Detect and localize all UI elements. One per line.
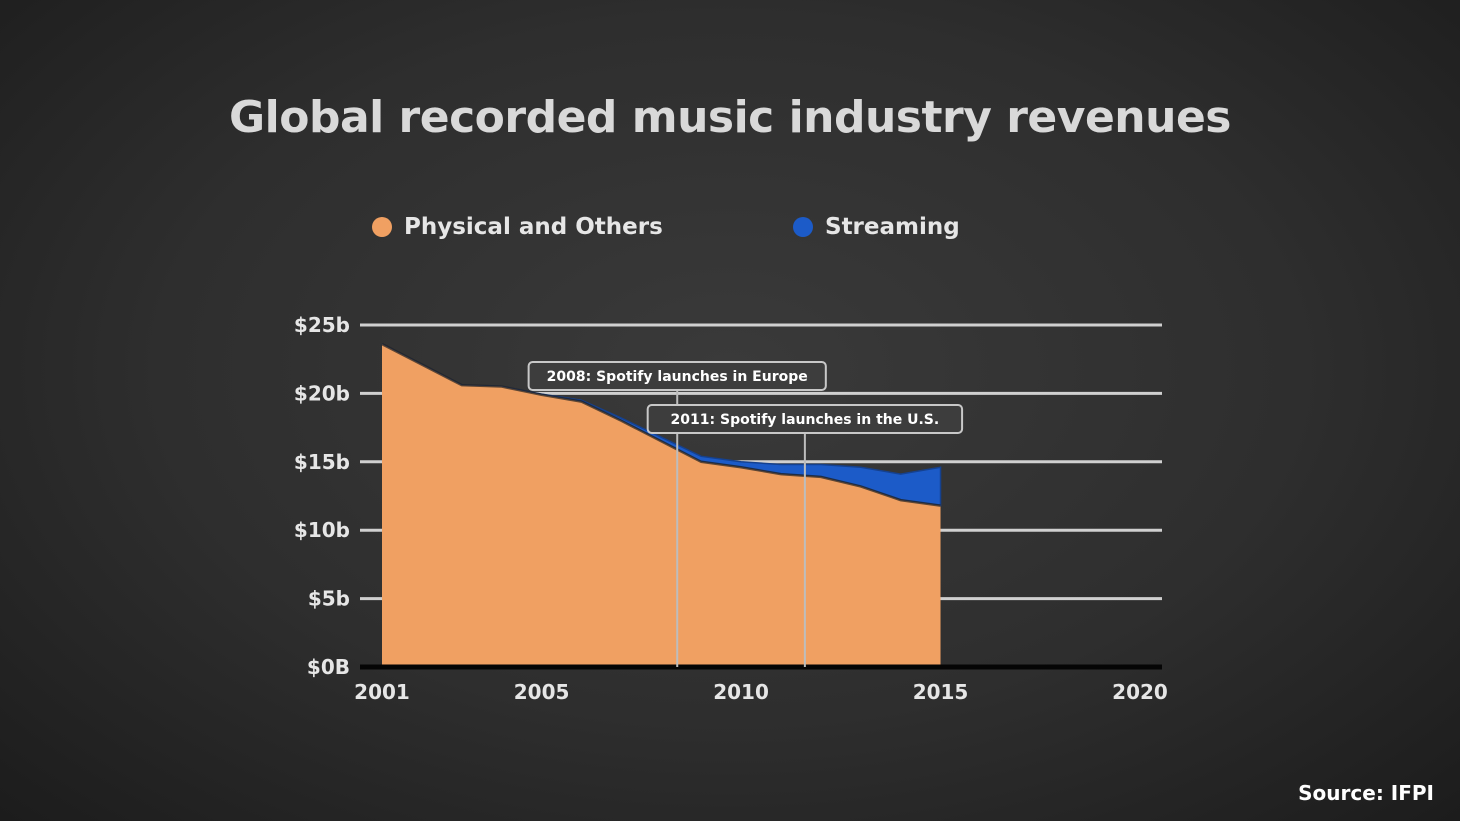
legend-item-streaming: Streaming — [793, 214, 960, 240]
y-tick-label-2: $10b — [294, 518, 350, 542]
y-tick-label-4: $20b — [294, 381, 350, 405]
line-physical-edge — [381, 343, 941, 507]
y-tick-label-5: $25b — [294, 313, 350, 337]
annotation-label-1: 2011: Spotify launches in the U.S. — [671, 412, 940, 428]
axis-layer: $0B $5b $10b $15b $20b $25b 2001 2005 2010 2015 20… — [294, 313, 1168, 704]
source-note: Source: IFPI — [1298, 781, 1434, 805]
y-tick-label-3: $15b — [294, 450, 350, 474]
annotation-box-0 — [527, 361, 827, 391]
x-tick-label-1: 2005 — [514, 680, 570, 704]
legend-swatch-streaming — [793, 217, 813, 237]
x-tick-label-0: 2001 — [354, 680, 410, 704]
x-tick-label-2: 2010 — [713, 680, 769, 704]
annotation-label-0: 2008: Spotify launches in Europe — [547, 369, 808, 385]
x-tick-label-4: 2020 — [1112, 680, 1168, 704]
area-layer — [381, 343, 942, 667]
y-tick-label-0: $0B — [307, 655, 350, 679]
annotation-layer: 2008: Spotify launches in Europe 2011: Sp… — [527, 361, 964, 667]
chart-title: Global recorded music industry revenues — [229, 92, 1231, 143]
legend-swatch-physical — [372, 217, 392, 237]
legend-item-physical: Physical and Others — [372, 214, 663, 240]
x-tick-label-3: 2015 — [913, 680, 969, 704]
y-tick-label-1: $5b — [308, 587, 350, 611]
area-physical — [382, 344, 941, 667]
legend-label-streaming: Streaming — [825, 214, 960, 240]
annotation-box-1 — [646, 404, 964, 434]
legend-label-physical: Physical and Others — [404, 214, 663, 240]
